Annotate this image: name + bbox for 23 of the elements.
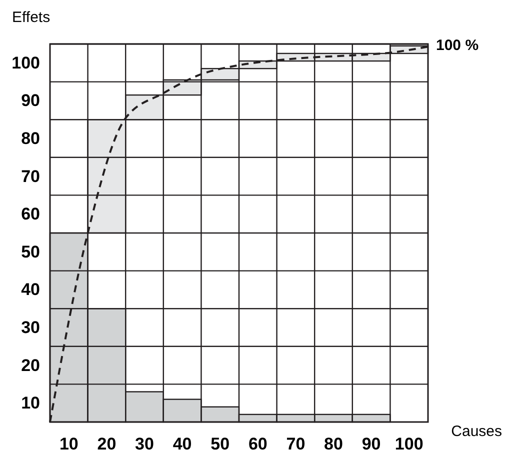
x-tick-label: 20 xyxy=(97,434,116,454)
x-tick-label: 40 xyxy=(172,434,192,454)
y-tick-label: 50 xyxy=(21,242,40,262)
y-tick-label: 100 xyxy=(12,53,40,72)
x-tick-label: 70 xyxy=(286,434,306,454)
y-axis-title: Effets xyxy=(12,9,50,26)
x-tick-label: 10 xyxy=(59,434,78,454)
text: 100 % xyxy=(436,37,479,54)
y-tick-label: 70 xyxy=(21,166,40,186)
x-tick-label: 60 xyxy=(248,434,268,454)
y-tick-label: 60 xyxy=(21,204,40,224)
y-tick-label: 30 xyxy=(21,318,40,337)
y-tick-label: 20 xyxy=(21,356,40,375)
y-tick-label: 10 xyxy=(21,394,40,413)
y-tick-label: 40 xyxy=(21,280,40,300)
y-tick-label: 90 xyxy=(21,91,40,110)
x-tick-label: 100 xyxy=(394,434,424,454)
x-tick-label: 50 xyxy=(210,434,230,454)
x-tick-label: 30 xyxy=(135,434,154,454)
x-tick-label: 90 xyxy=(362,434,381,454)
x-tick-label: 80 xyxy=(324,434,343,454)
x-axis-title: Causes xyxy=(451,423,502,440)
y-tick-label: 80 xyxy=(21,129,40,148)
